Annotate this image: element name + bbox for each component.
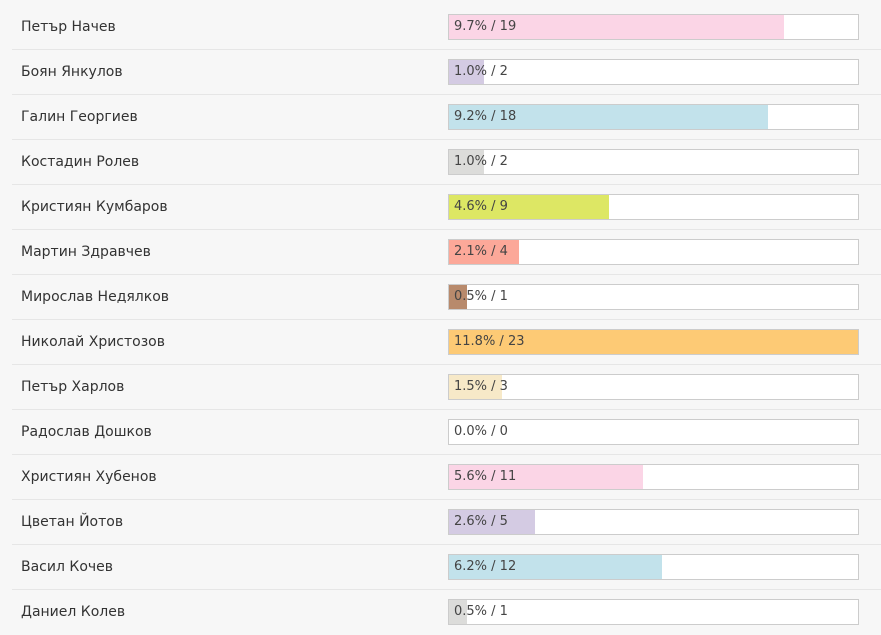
result-text: 9.7% / 19 [454,15,516,39]
result-text: 6.2% / 12 [454,555,516,579]
result-text: 2.1% / 4 [454,240,508,264]
result-text: 2.6% / 5 [454,510,508,534]
poll-row: Мартин Здравчев 2.1% / 4 [12,230,881,275]
poll-row: Даниел Колев 0.5% / 1 [12,590,881,635]
result-bar: 9.7% / 19 [448,14,859,40]
candidate-name: Петър Харлов [21,365,124,410]
result-bar: 0.0% / 0 [448,419,859,445]
result-bar: 9.2% / 18 [448,104,859,130]
poll-row: Николай Христозов 11.8% / 23 [12,320,881,365]
candidate-name: Боян Янкулов [21,50,123,95]
result-text: 0.0% / 0 [454,420,508,444]
candidate-name: Васил Кочев [21,545,113,590]
result-bar: 2.6% / 5 [448,509,859,535]
result-bar: 6.2% / 12 [448,554,859,580]
candidate-name: Даниел Колев [21,590,125,635]
result-bar: 2.1% / 4 [448,239,859,265]
poll-row: Петър Начев 9.7% / 19 [12,5,881,50]
result-text: 0.5% / 1 [454,285,508,309]
candidate-name: Костадин Ролев [21,140,139,185]
candidate-name: Цветан Йотов [21,500,123,545]
candidate-name: Мирослав Недялков [21,275,169,320]
result-bar: 5.6% / 11 [448,464,859,490]
result-text: 1.0% / 2 [454,60,508,84]
poll-row: Християн Хубенов 5.6% / 11 [12,455,881,500]
poll-row: Радослав Дошков 0.0% / 0 [12,410,881,455]
result-text: 5.6% / 11 [454,465,516,489]
poll-row: Васил Кочев 6.2% / 12 [12,545,881,590]
result-bar: 1.5% / 3 [448,374,859,400]
candidate-name: Петър Начев [21,5,116,50]
poll-row: Боян Янкулов 1.0% / 2 [12,50,881,95]
result-text: 9.2% / 18 [454,105,516,129]
result-text: 1.5% / 3 [454,375,508,399]
result-text: 11.8% / 23 [454,330,524,354]
result-bar: 11.8% / 23 [448,329,859,355]
result-bar: 1.0% / 2 [448,59,859,85]
result-bar: 0.5% / 1 [448,284,859,310]
poll-row: Петър Харлов 1.5% / 3 [12,365,881,410]
poll-row: Кристиян Кумбаров 4.6% / 9 [12,185,881,230]
candidate-name: Мартин Здравчев [21,230,151,275]
candidate-name: Галин Георгиев [21,95,138,140]
poll-row: Костадин Ролев 1.0% / 2 [12,140,881,185]
result-text: 4.6% / 9 [454,195,508,219]
result-bar: 0.5% / 1 [448,599,859,625]
result-text: 0.5% / 1 [454,600,508,624]
poll-row: Мирослав Недялков 0.5% / 1 [12,275,881,320]
poll-row: Галин Георгиев 9.2% / 18 [12,95,881,140]
candidate-name: Радослав Дошков [21,410,152,455]
candidate-name: Кристиян Кумбаров [21,185,168,230]
result-bar: 1.0% / 2 [448,149,859,175]
result-bar: 4.6% / 9 [448,194,859,220]
candidate-name: Християн Хубенов [21,455,157,500]
candidate-name: Николай Христозов [21,320,165,365]
poll-row: Цветан Йотов 2.6% / 5 [12,500,881,545]
result-text: 1.0% / 2 [454,150,508,174]
